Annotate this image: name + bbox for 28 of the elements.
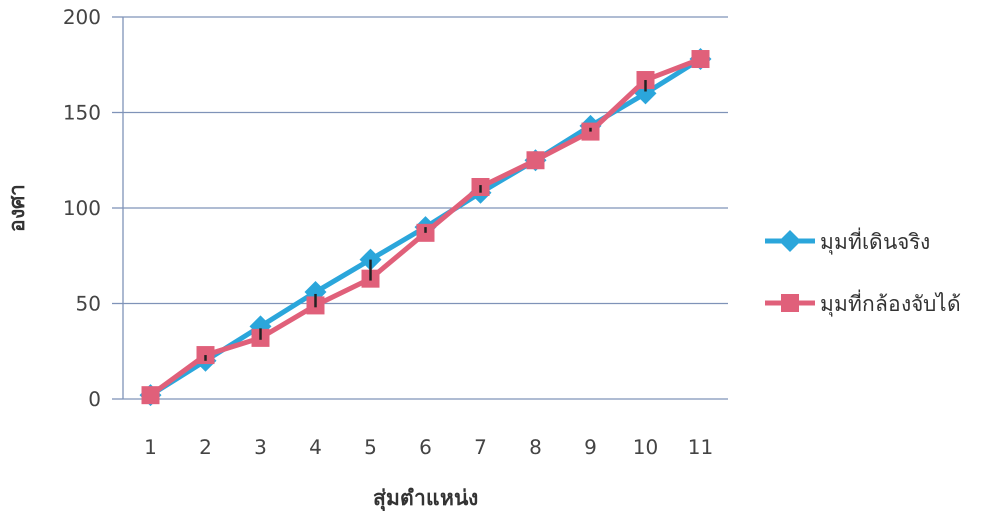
x-tick-label: 11 bbox=[688, 435, 714, 459]
y-tick-label: 0 bbox=[88, 387, 101, 411]
y-tick-label: 100 bbox=[62, 196, 101, 220]
x-tick-label: 4 bbox=[309, 435, 322, 459]
legend-label: มุมที่กล้องจับได้ bbox=[820, 289, 961, 317]
x-tick-label: 6 bbox=[419, 435, 432, 459]
x-tick-label: 1 bbox=[144, 435, 157, 459]
point bbox=[636, 71, 654, 90]
y-tick-label: 50 bbox=[76, 292, 101, 316]
x-tick-label: 5 bbox=[364, 435, 377, 459]
x-tick-label: 10 bbox=[632, 435, 658, 459]
point bbox=[306, 296, 324, 314]
x-tick-label: 3 bbox=[254, 435, 267, 459]
x-tick-label: 2 bbox=[199, 435, 212, 459]
y-tick-label: 200 bbox=[62, 5, 101, 29]
point bbox=[252, 328, 270, 347]
x-axis-title: สุ่มตำแหน่ง bbox=[373, 486, 478, 512]
y-axis-title: องศา bbox=[5, 184, 29, 232]
point bbox=[196, 346, 214, 364]
point bbox=[362, 270, 380, 288]
x-tick-label: 7 bbox=[474, 435, 487, 459]
point bbox=[582, 122, 600, 141]
legend-label: มุมที่เดินจริง bbox=[820, 227, 930, 255]
y-tick-label: 150 bbox=[62, 100, 101, 124]
point bbox=[472, 178, 490, 196]
x-tick-label: 8 bbox=[529, 435, 542, 459]
x-tick-label: 9 bbox=[584, 435, 597, 459]
point bbox=[416, 224, 434, 242]
